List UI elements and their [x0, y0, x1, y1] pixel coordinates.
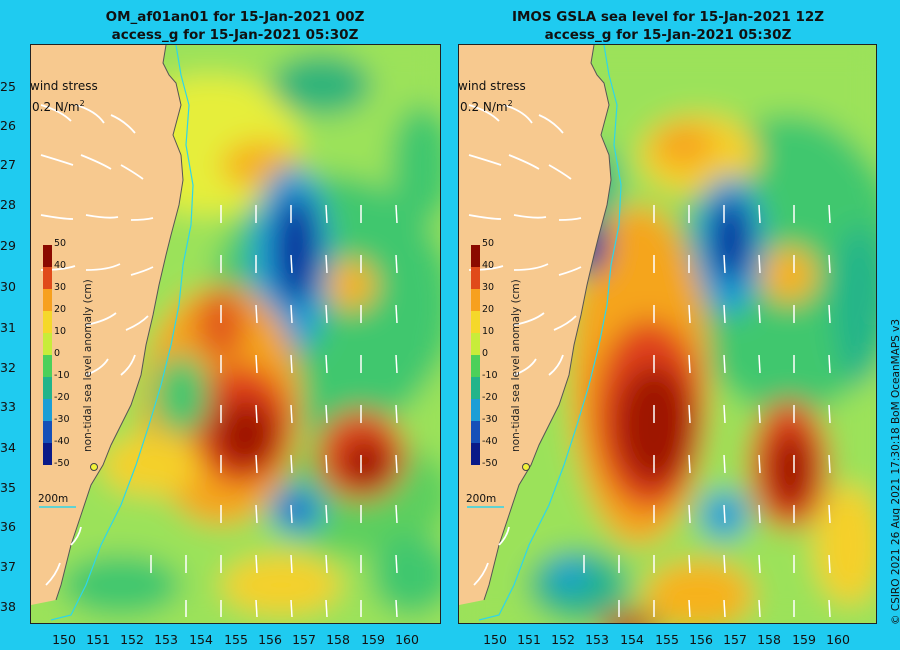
right-map: [458, 44, 877, 624]
y-tick: 27: [0, 157, 16, 172]
left-colorbar: [43, 245, 52, 465]
right-wind-stress-unit-sup: 2: [507, 99, 513, 108]
x-tick: 156: [258, 632, 282, 647]
right-map-svg: [459, 45, 876, 623]
left-wind-stress-title: wind stress: [30, 79, 98, 93]
x-tick: 160: [395, 632, 419, 647]
left-cb-tick: -10: [54, 370, 70, 381]
right-200m-label: 200m: [466, 493, 497, 505]
left-cb-tick: -40: [54, 436, 70, 447]
left-cb-tick: 0: [54, 348, 61, 359]
left-ocean-arrows: [150, 204, 398, 618]
right-land: [459, 45, 611, 605]
right-ocean-arrows: [583, 204, 831, 618]
right-cb-tick: 10: [482, 326, 495, 337]
x-tick: 155: [655, 632, 679, 647]
x-tick: 158: [326, 632, 350, 647]
left-wind-vectors: [40, 104, 154, 586]
x-tick: 160: [826, 632, 850, 647]
left-title-line2: access_g for 15-Jan-2021 05:30Z: [111, 27, 359, 43]
right-title-line2: access_g for 15-Jan-2021 05:30Z: [544, 27, 792, 43]
left-land: [31, 45, 183, 605]
left-200m-contour: [50, 45, 194, 621]
right-colorbar-title: non-tidal sea level anomaly (cm): [510, 279, 522, 452]
right-panel-title: IMOS GSLA sea level for 15-Jan-2021 12Z …: [458, 8, 878, 44]
left-wind-stress-unit-sup: 2: [79, 99, 85, 108]
x-tick: 156: [689, 632, 713, 647]
right-wind-stress-title: wind stress: [458, 79, 526, 93]
x-tick: 151: [517, 632, 541, 647]
left-title-line1: OM_af01an01 for 15-Jan-2021 00Z: [105, 9, 365, 25]
right-cb-tick: 0: [482, 348, 489, 359]
x-tick: 153: [154, 632, 178, 647]
right-cb-tick: 20: [482, 304, 495, 315]
right-wind-stress-label: wind stress 0.2 N/m2: [458, 78, 526, 116]
right-title-line1: IMOS GSLA sea level for 15-Jan-2021 12Z: [511, 9, 825, 25]
right-location-marker: [522, 463, 530, 471]
left-cb-tick: -20: [54, 392, 70, 403]
y-tick: 28: [0, 197, 16, 212]
x-tick: 159: [792, 632, 816, 647]
x-tick: 157: [292, 632, 316, 647]
right-wind-stress-scale: 0.2 N/m: [460, 100, 508, 114]
x-tick: 155: [224, 632, 248, 647]
y-tick: 35: [0, 480, 16, 495]
left-wind-stress-label: wind stress 0.2 N/m2: [30, 78, 98, 116]
left-200m-label: 200m: [38, 493, 69, 505]
right-cb-tick: 50: [482, 238, 495, 249]
y-tick: 30: [0, 279, 16, 294]
y-tick: 34: [0, 440, 16, 455]
y-tick: 38: [0, 599, 16, 614]
left-cb-tick: 40: [54, 260, 67, 271]
x-tick: 154: [620, 632, 644, 647]
left-colorbar-title: non-tidal sea level anomaly (cm): [82, 279, 94, 452]
x-tick: 154: [189, 632, 213, 647]
x-tick: 152: [120, 632, 144, 647]
right-cb-tick: 30: [482, 282, 495, 293]
right-cb-tick: -10: [482, 370, 498, 381]
right-cb-tick: -20: [482, 392, 498, 403]
right-cb-tick: -40: [482, 436, 498, 447]
left-panel-title: OM_af01an01 for 15-Jan-2021 00Z access_g…: [30, 8, 440, 44]
left-wind-stress-scale: 0.2 N/m: [32, 100, 80, 114]
x-tick: 153: [585, 632, 609, 647]
right-cb-tick: -50: [482, 458, 498, 469]
right-wind-vectors: [468, 104, 582, 586]
left-cb-tick: 20: [54, 304, 67, 315]
left-cb-tick: -50: [54, 458, 70, 469]
left-cb-tick: 10: [54, 326, 67, 337]
y-tick: 37: [0, 559, 16, 574]
y-tick: 25: [0, 79, 16, 94]
y-tick: 31: [0, 320, 16, 335]
left-map: [30, 44, 441, 624]
right-cb-tick: 40: [482, 260, 495, 271]
y-tick: 26: [0, 118, 16, 133]
x-tick: 159: [361, 632, 385, 647]
left-map-svg: [31, 45, 440, 623]
x-tick: 150: [483, 632, 507, 647]
right-colorbar: [471, 245, 480, 465]
right-200m-contour: [478, 45, 622, 621]
x-tick: 157: [723, 632, 747, 647]
left-cb-tick: 50: [54, 238, 67, 249]
credit-text: © CSIRO 2021 26 Aug 2021 17:30:18 BoM Oc…: [890, 318, 900, 625]
left-cb-tick: 30: [54, 282, 67, 293]
y-tick: 29: [0, 238, 16, 253]
left-location-marker: [90, 463, 98, 471]
right-cb-tick: -30: [482, 414, 498, 425]
y-tick: 36: [0, 519, 16, 534]
left-cb-tick: -30: [54, 414, 70, 425]
y-tick: 33: [0, 399, 16, 414]
x-tick: 150: [52, 632, 76, 647]
x-tick: 158: [757, 632, 781, 647]
x-tick: 151: [86, 632, 110, 647]
x-tick: 152: [551, 632, 575, 647]
y-tick: 32: [0, 360, 16, 375]
